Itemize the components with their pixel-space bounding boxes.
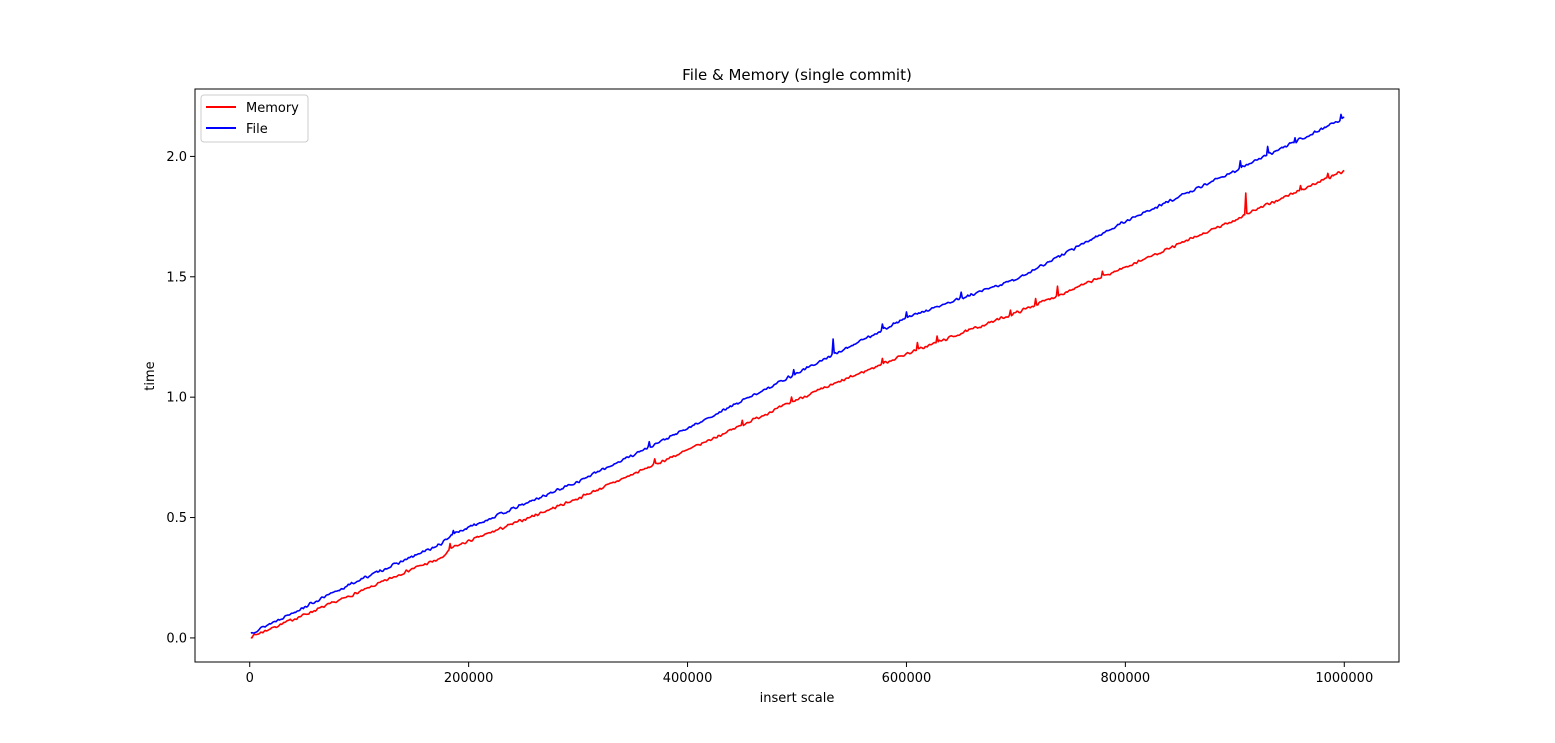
y-tick-label: 0.5: [166, 511, 187, 526]
x-tick-label: 0: [246, 671, 254, 686]
x-axis-title: insert scale: [760, 691, 835, 706]
y-axis: 0.0 0.5 1.0 1.5 2.0: [166, 150, 195, 646]
legend: Memory File: [200, 94, 309, 143]
legend-label-file: File: [246, 122, 268, 137]
series-line-file: [250, 113, 1345, 634]
y-tick-label: 2.0: [166, 150, 187, 165]
y-axis-title: time: [143, 361, 158, 390]
legend-label-memory: Memory: [246, 101, 299, 116]
series-line-memory: [250, 169, 1345, 639]
x-axis: 0 200000 400000 600000 800000 1000000: [246, 662, 1373, 686]
y-tick-label: 1.5: [166, 270, 187, 285]
plot-lines: [250, 113, 1345, 639]
chart-title: File & Memory (single commit): [682, 66, 912, 84]
x-tick-label: 200000: [444, 671, 494, 686]
x-tick-label: 1000000: [1315, 671, 1373, 686]
x-tick-label: 400000: [663, 671, 713, 686]
y-tick-label: 0.0: [166, 631, 187, 646]
axes-frame: [194, 88, 1400, 663]
y-tick-label: 1.0: [166, 391, 187, 406]
x-tick-label: 800000: [1101, 671, 1151, 686]
x-tick-label: 600000: [882, 671, 932, 686]
